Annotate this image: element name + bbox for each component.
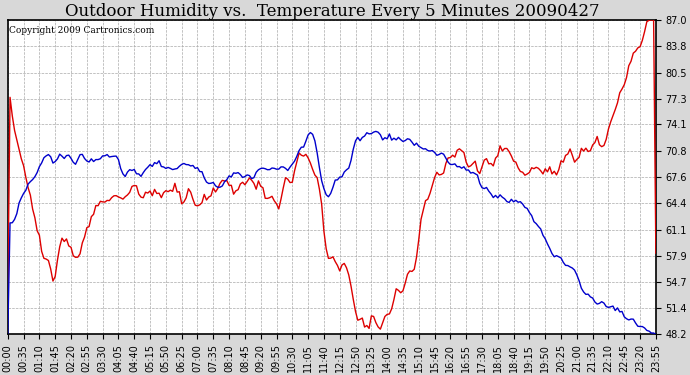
Text: Copyright 2009 Cartronics.com: Copyright 2009 Cartronics.com <box>9 26 155 35</box>
Title: Outdoor Humidity vs.  Temperature Every 5 Minutes 20090427: Outdoor Humidity vs. Temperature Every 5… <box>64 3 599 20</box>
